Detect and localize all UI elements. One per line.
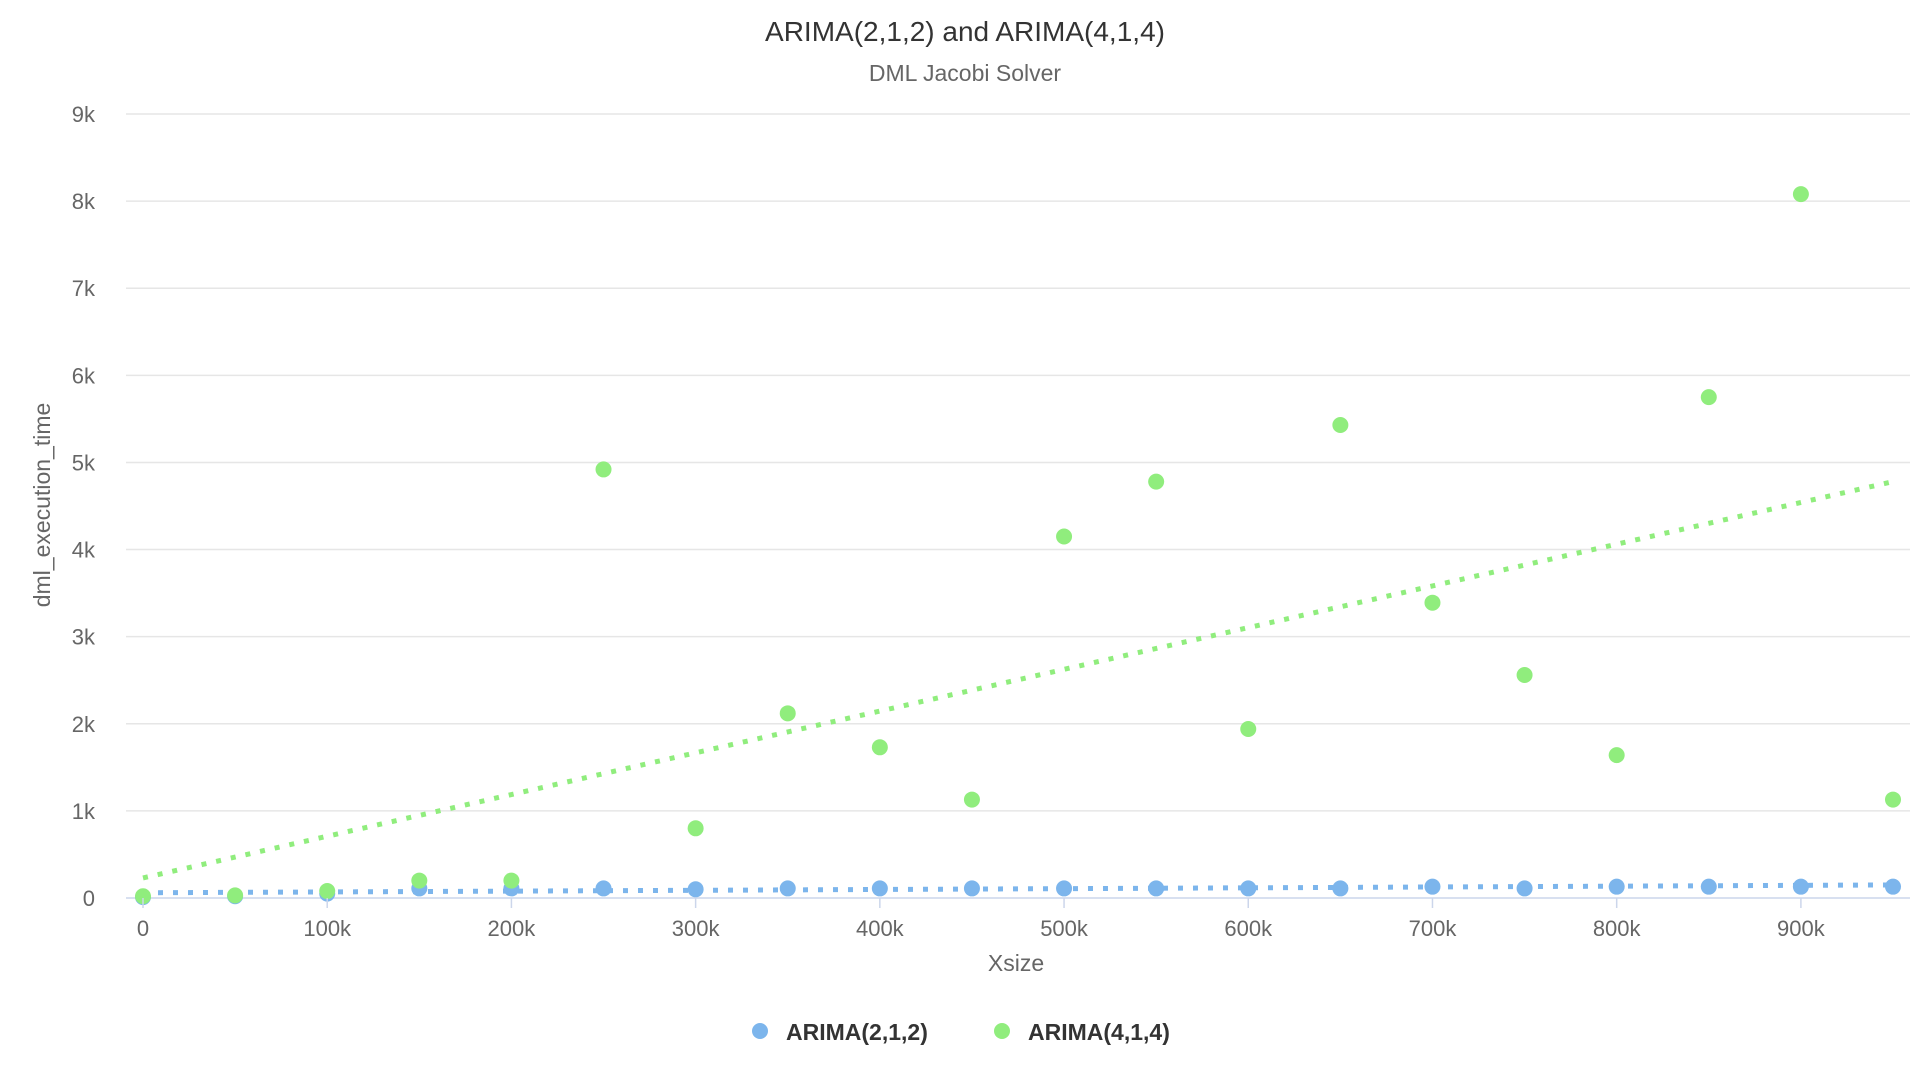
legend-label: ARIMA(2,1,2) — [786, 1019, 928, 1045]
data-point[interactable] — [1700, 389, 1717, 406]
y-tick-label: 3k — [72, 625, 96, 650]
legend-item-arima-414[interactable]: ARIMA(4,1,4) — [994, 1019, 1170, 1045]
data-point[interactable] — [963, 880, 980, 897]
trendline — [142, 882, 1894, 896]
y-tick-label: 8k — [72, 189, 96, 214]
legend-label: ARIMA(4,1,4) — [1028, 1019, 1170, 1045]
data-point[interactable] — [1516, 666, 1533, 683]
x-tick-label: 700k — [1409, 916, 1458, 941]
y-tick-label: 9k — [72, 102, 96, 127]
data-point[interactable] — [411, 872, 428, 889]
data-point[interactable] — [595, 880, 612, 897]
trendline — [142, 479, 1894, 881]
x-tick-label: 400k — [856, 916, 905, 941]
x-tick-label: 100k — [303, 916, 352, 941]
legend: ARIMA(2,1,2) ARIMA(4,1,4) — [752, 1019, 1170, 1045]
data-point[interactable] — [1332, 880, 1349, 897]
y-tick-label: 5k — [72, 450, 96, 475]
y-tick-label: 1k — [72, 799, 96, 824]
data-point[interactable] — [779, 880, 796, 897]
data-point[interactable] — [1240, 880, 1257, 897]
data-point[interactable] — [1700, 878, 1717, 895]
x-tick-label: 600k — [1224, 916, 1273, 941]
data-point[interactable] — [1608, 747, 1625, 764]
x-tick-label: 800k — [1593, 916, 1642, 941]
x-axis-ticks: 0 100k 200k 300k 400k 500k 600k 700k 800k 900k — [137, 898, 1826, 941]
data-point[interactable] — [1792, 878, 1809, 895]
y-axis-ticks: 0 1k 2k 3k 4k 5k 6k 7k 8k 9k — [72, 102, 96, 911]
legend-item-arima-212[interactable]: ARIMA(2,1,2) — [752, 1019, 928, 1045]
x-axis-title: Xsize — [988, 950, 1044, 976]
chart-title: ARIMA(2,1,2) and ARIMA(4,1,4) — [765, 16, 1165, 47]
legend-marker — [752, 1023, 768, 1039]
trendlines — [142, 479, 1894, 896]
data-point[interactable] — [779, 705, 796, 722]
grid-lines — [126, 113, 1910, 899]
data-point[interactable] — [1608, 878, 1625, 895]
x-tick-label: 0 — [137, 916, 149, 941]
x-tick-label: 200k — [488, 916, 537, 941]
data-points — [135, 186, 1901, 906]
data-point[interactable] — [1056, 880, 1073, 897]
y-tick-label: 2k — [72, 712, 96, 737]
data-point[interactable] — [1332, 416, 1349, 433]
data-point[interactable] — [1424, 878, 1441, 895]
data-point[interactable] — [503, 872, 520, 889]
data-point[interactable] — [135, 888, 151, 905]
data-point[interactable] — [1056, 528, 1073, 545]
legend-marker — [994, 1023, 1010, 1039]
y-axis-title: dml_execution_time — [29, 403, 55, 608]
data-point[interactable] — [1516, 880, 1533, 897]
data-point[interactable] — [871, 739, 888, 756]
x-tick-label: 500k — [1040, 916, 1089, 941]
y-tick-label: 6k — [72, 363, 96, 388]
y-tick-label: 0 — [83, 886, 95, 911]
data-point[interactable] — [1424, 594, 1441, 611]
data-point[interactable] — [1148, 473, 1165, 490]
y-tick-label: 4k — [72, 538, 96, 563]
data-point[interactable] — [687, 881, 704, 898]
data-point[interactable] — [1885, 878, 1901, 895]
y-tick-label: 7k — [72, 276, 96, 301]
data-point[interactable] — [963, 791, 980, 808]
data-point[interactable] — [1240, 721, 1257, 738]
data-point[interactable] — [687, 820, 704, 837]
data-point[interactable] — [1792, 186, 1809, 203]
data-point[interactable] — [319, 883, 336, 900]
data-point[interactable] — [595, 461, 612, 478]
data-point[interactable] — [1148, 880, 1165, 897]
data-point[interactable] — [1885, 791, 1901, 808]
data-point[interactable] — [227, 887, 244, 904]
x-tick-label: 300k — [672, 916, 721, 941]
data-point[interactable] — [871, 880, 888, 897]
chart-subtitle: DML Jacobi Solver — [869, 60, 1062, 86]
x-tick-label: 900k — [1777, 916, 1826, 941]
